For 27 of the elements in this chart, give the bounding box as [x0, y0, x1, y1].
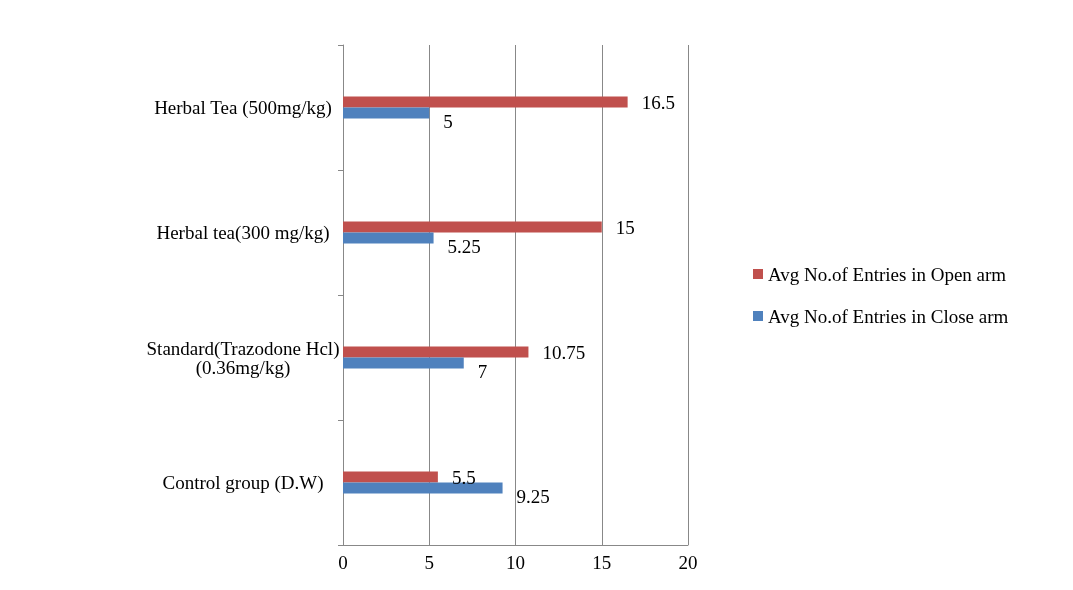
x-tick-label: 5: [424, 552, 434, 573]
x-tick-label: 15: [592, 552, 612, 573]
data-label: 5.25: [447, 235, 481, 257]
bar: [343, 471, 438, 483]
bar: [343, 107, 430, 119]
x-tick-label: 10: [506, 552, 525, 573]
bar: [343, 482, 503, 494]
legend-label: Avg No.of Entries in Open arm: [768, 263, 1007, 285]
y-tick-label: Standard(Trazodone Hcl) (0.36mg/kg): [146, 337, 340, 379]
data-label: 9.25: [516, 485, 550, 507]
bar: [343, 346, 529, 358]
legend-label: Avg No.of Entries in Close arm: [768, 305, 1009, 327]
data-label: 16.5: [641, 91, 675, 113]
data-label: 7: [477, 360, 488, 382]
y-tick-label: Herbal Tea (500mg/kg): [154, 97, 332, 119]
y-tick-label: Herbal tea(300 mg/kg): [156, 222, 330, 244]
bar: [343, 232, 434, 244]
bar: [343, 221, 602, 233]
bar: [343, 96, 628, 108]
x-tick-label: 0: [338, 552, 348, 573]
x-tick-label: 20: [678, 552, 698, 573]
data-label: 5: [443, 110, 453, 132]
data-label: 10.75: [542, 341, 586, 363]
data-label: 5.5: [451, 466, 476, 488]
y-tick-label: Control group (D.W): [162, 472, 324, 494]
data-label: 15: [615, 216, 635, 238]
bar: [343, 357, 464, 369]
